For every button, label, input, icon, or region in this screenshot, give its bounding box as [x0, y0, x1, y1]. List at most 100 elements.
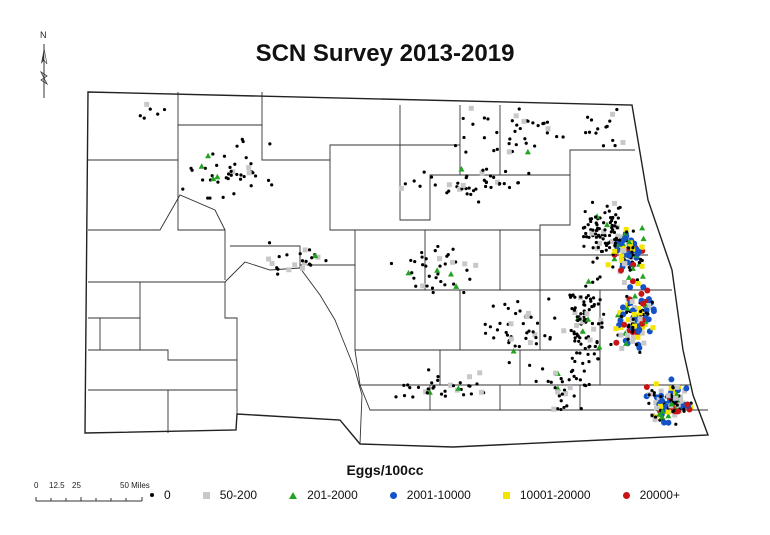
sample-point-gray — [598, 317, 604, 323]
sample-point-zero — [270, 183, 274, 187]
sample-point-gray — [457, 186, 463, 192]
sample-point-yellow — [619, 257, 625, 263]
sample-point-zero — [249, 184, 253, 188]
blue-circle-icon — [389, 491, 397, 499]
sample-point-zero — [608, 233, 612, 238]
sample-point-zero — [439, 392, 444, 396]
sample-point-red — [630, 261, 637, 268]
legend-label-2: 201-2000 — [307, 488, 358, 502]
sample-point-zero — [615, 107, 619, 112]
sample-point-gray — [678, 396, 684, 402]
sample-point-red — [674, 408, 681, 415]
sample-point-zero — [631, 328, 635, 332]
sample-point-zero — [517, 107, 521, 111]
sample-point-yellow — [639, 324, 645, 330]
scale-label-3: 50 Miles — [120, 481, 150, 490]
legend-item-10001-20000: 10001-20000 — [502, 488, 591, 502]
sample-point-gray — [619, 345, 625, 351]
sample-point-zero — [267, 241, 272, 245]
sample-point-zero — [525, 331, 529, 335]
sample-point-gray — [478, 389, 484, 395]
sample-point-zero — [626, 246, 631, 250]
sample-point-blue — [636, 326, 643, 333]
sample-point-zero — [585, 115, 590, 119]
sample-point-zero — [644, 311, 648, 315]
county-line — [399, 145, 500, 221]
sample-point-zero — [408, 386, 412, 390]
sample-point-gray — [524, 314, 530, 320]
sample-point-zero — [589, 299, 593, 303]
sample-point-zero — [590, 321, 595, 326]
sample-point-zero — [574, 377, 579, 381]
sample-point-zero — [425, 391, 429, 395]
sample-point-zero — [451, 384, 456, 388]
sample-point-gray — [637, 316, 643, 322]
sample-point-zero — [584, 284, 588, 288]
sample-point-zero — [597, 227, 601, 231]
sample-point-zero — [586, 352, 590, 356]
sample-point-gray — [654, 405, 660, 411]
county-line — [354, 290, 461, 351]
sample-point-zero — [603, 233, 607, 238]
sample-point-zero — [403, 182, 407, 186]
sample-point-zero — [427, 368, 431, 372]
sample-point-zero — [503, 302, 507, 306]
sample-point-gray — [629, 299, 635, 305]
sample-point-gray — [302, 260, 308, 266]
sample-point-zero — [228, 165, 232, 169]
sample-point-zero — [527, 171, 531, 175]
sample-point-red — [643, 383, 650, 390]
sample-point-zero — [603, 211, 607, 215]
sample-point-red — [638, 290, 645, 297]
sample-point-zero — [634, 342, 638, 347]
sample-point-zero — [545, 120, 550, 124]
sample-point-zero — [445, 254, 449, 258]
sample-point-zero — [307, 248, 312, 252]
sample-point-zero — [581, 361, 585, 365]
sample-point-zero — [433, 183, 437, 187]
sample-point-zero — [508, 137, 512, 141]
sample-point-gray — [246, 165, 252, 171]
sample-point-zero — [590, 200, 595, 204]
sample-point-zero — [567, 378, 571, 382]
sample-point-gray — [473, 262, 479, 268]
sample-point-zero — [614, 236, 618, 240]
sample-point-gray — [553, 370, 559, 376]
sample-point-zero — [647, 393, 651, 397]
sample-point-gray — [230, 169, 236, 175]
sample-point-green — [640, 235, 647, 242]
sample-point-zero — [594, 240, 598, 245]
county-line — [500, 149, 635, 176]
sample-point-zero — [578, 378, 582, 382]
sample-point-zero — [431, 290, 435, 295]
sample-point-gray — [545, 126, 551, 132]
sample-point-yellow — [636, 305, 642, 311]
sample-point-green — [622, 231, 629, 237]
sample-point-zero — [624, 230, 629, 234]
sample-point-yellow — [625, 302, 631, 308]
sample-point-gray — [630, 338, 636, 344]
sample-point-zero — [523, 137, 527, 141]
sample-point-gray — [527, 340, 533, 346]
sample-point-zero — [242, 174, 246, 179]
sample-point-zero — [425, 284, 429, 288]
north-arrow: N — [32, 30, 56, 110]
sample-point-zero — [613, 144, 617, 148]
sample-point-zero — [206, 196, 210, 200]
sample-point-zero — [492, 336, 496, 340]
sample-point-gray — [682, 388, 688, 394]
scale-bar: 0 12.5 25 50 Miles — [34, 481, 174, 511]
sample-point-zero — [578, 351, 582, 355]
sample-point-gray — [479, 170, 485, 176]
sample-point-yellow — [619, 253, 625, 259]
sample-point-zero — [249, 162, 253, 166]
scale-label-2: 25 — [72, 481, 81, 490]
sample-point-zero — [671, 386, 675, 390]
sample-point-zero — [631, 246, 635, 250]
sample-point-zero — [553, 386, 557, 390]
sample-point-gray — [622, 261, 628, 267]
black-dot-icon — [150, 493, 154, 497]
sample-point-zero — [592, 352, 596, 356]
sample-point-zero — [518, 309, 522, 313]
sample-point-zero — [239, 173, 243, 177]
